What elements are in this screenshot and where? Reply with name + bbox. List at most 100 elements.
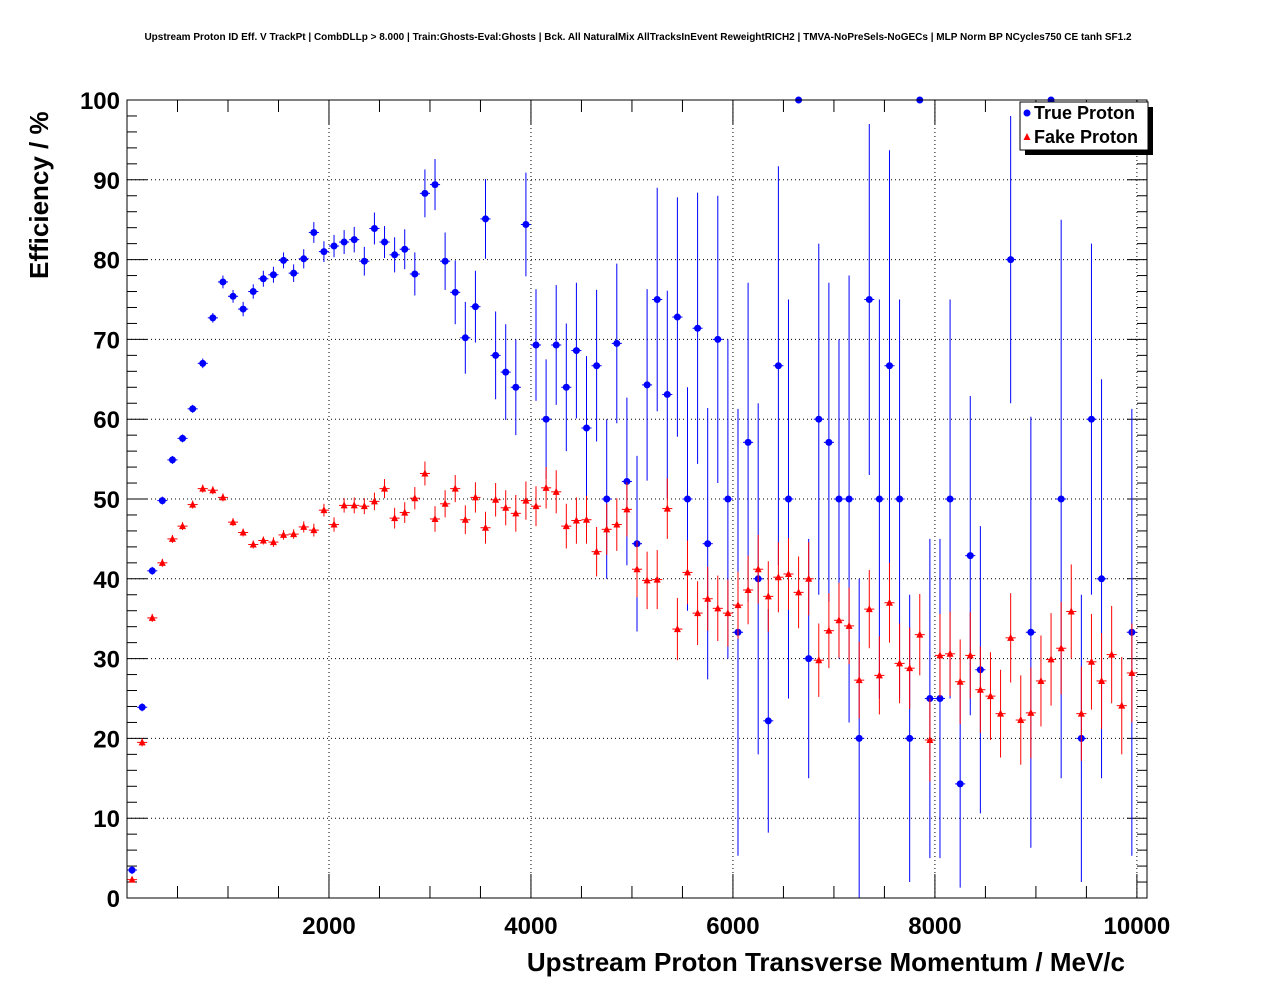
data-point — [207, 313, 218, 323]
data-point — [288, 529, 299, 539]
data-point — [147, 566, 158, 575]
y-tick-label: 70 — [93, 327, 120, 354]
axis-ticks — [127, 99, 1147, 899]
data-point — [924, 698, 935, 782]
data-point — [399, 229, 410, 270]
data-point — [682, 540, 693, 605]
data-point — [662, 290, 673, 499]
x-tick-label: 4000 — [504, 913, 557, 940]
data-point — [753, 534, 764, 604]
series-1 — [127, 461, 1137, 883]
data-point — [561, 503, 572, 549]
data-point — [621, 397, 632, 566]
data-point — [510, 495, 521, 532]
data-point — [217, 493, 228, 502]
y-tick-label: 0 — [107, 886, 120, 913]
data-point — [127, 875, 138, 883]
data-point — [823, 282, 834, 602]
data-point — [440, 490, 451, 518]
data-point — [127, 866, 138, 875]
y-tick-label: 30 — [93, 647, 120, 674]
data-point — [1096, 633, 1107, 729]
data-point — [864, 123, 875, 476]
data-point — [1025, 667, 1036, 759]
data-point — [480, 179, 491, 259]
data-point — [581, 356, 592, 500]
data-point — [985, 652, 996, 740]
data-point — [934, 538, 946, 859]
legend-label: Fake Proton — [1034, 127, 1138, 147]
data-point — [773, 542, 784, 613]
data-point — [500, 490, 511, 526]
data-point — [1056, 601, 1067, 695]
x-axis-label: Upstream Proton Transverse Momentum / Me… — [527, 947, 1125, 977]
y-tick-label: 100 — [80, 88, 120, 115]
data-point — [672, 597, 683, 661]
data-point — [743, 555, 754, 625]
data-point — [551, 285, 562, 405]
data-point — [238, 301, 249, 317]
data-point — [470, 482, 481, 513]
data-point — [429, 159, 441, 211]
data-point — [541, 359, 552, 480]
data-point — [823, 593, 834, 669]
x-tick-label: 2000 — [302, 913, 355, 940]
data-point — [450, 475, 461, 503]
y-tick-label: 90 — [93, 168, 120, 195]
data-point — [157, 558, 168, 567]
data-point — [217, 275, 228, 289]
data-point — [934, 613, 946, 697]
data-point — [732, 571, 744, 639]
data-point — [379, 226, 390, 259]
y-tick-label: 20 — [93, 726, 120, 753]
data-point — [581, 495, 592, 544]
tick-labels: 0 10 20 30 40 50 60 70 80 90 100 2000 4000 6000 8000 10… — [80, 88, 1170, 940]
data-point — [1015, 675, 1026, 765]
data-point — [460, 301, 471, 374]
data-point — [672, 197, 683, 437]
series-0 — [127, 96, 1137, 898]
data-point — [157, 496, 168, 505]
data-point — [369, 492, 380, 511]
data-point — [743, 282, 754, 602]
data-point — [440, 232, 451, 290]
data-point — [722, 579, 733, 647]
data-point — [813, 243, 824, 595]
data-point — [1025, 416, 1036, 848]
data-point — [339, 498, 350, 513]
data-point — [551, 470, 562, 514]
data-point — [399, 502, 410, 523]
data-point — [955, 639, 966, 725]
data-point — [187, 500, 198, 509]
data-point — [268, 266, 279, 283]
data-point — [874, 636, 885, 715]
x-tick-label: 10000 — [1104, 913, 1171, 940]
grid-lines — [127, 100, 1147, 898]
data-point — [914, 593, 925, 676]
data-point — [611, 498, 622, 551]
data-point — [662, 478, 673, 539]
data-point — [1005, 593, 1016, 683]
data-point — [763, 561, 774, 632]
data-point — [945, 611, 956, 697]
data-point — [389, 237, 400, 273]
data-point — [571, 282, 582, 419]
data-point — [1106, 605, 1117, 704]
data-point — [207, 486, 218, 495]
data-point — [874, 299, 885, 699]
data-point — [783, 538, 794, 610]
data-point — [520, 481, 531, 520]
data-point — [884, 562, 895, 643]
data-point — [773, 166, 784, 566]
data-point — [328, 234, 340, 258]
data-point — [763, 609, 774, 833]
data-points — [127, 96, 1137, 898]
data-point — [278, 530, 289, 540]
data-point — [1066, 564, 1077, 659]
data-point — [248, 540, 259, 549]
data-point — [248, 284, 259, 299]
data-point — [359, 498, 370, 515]
data-point — [520, 172, 531, 277]
data-point — [1116, 657, 1127, 755]
data-point — [450, 260, 461, 325]
